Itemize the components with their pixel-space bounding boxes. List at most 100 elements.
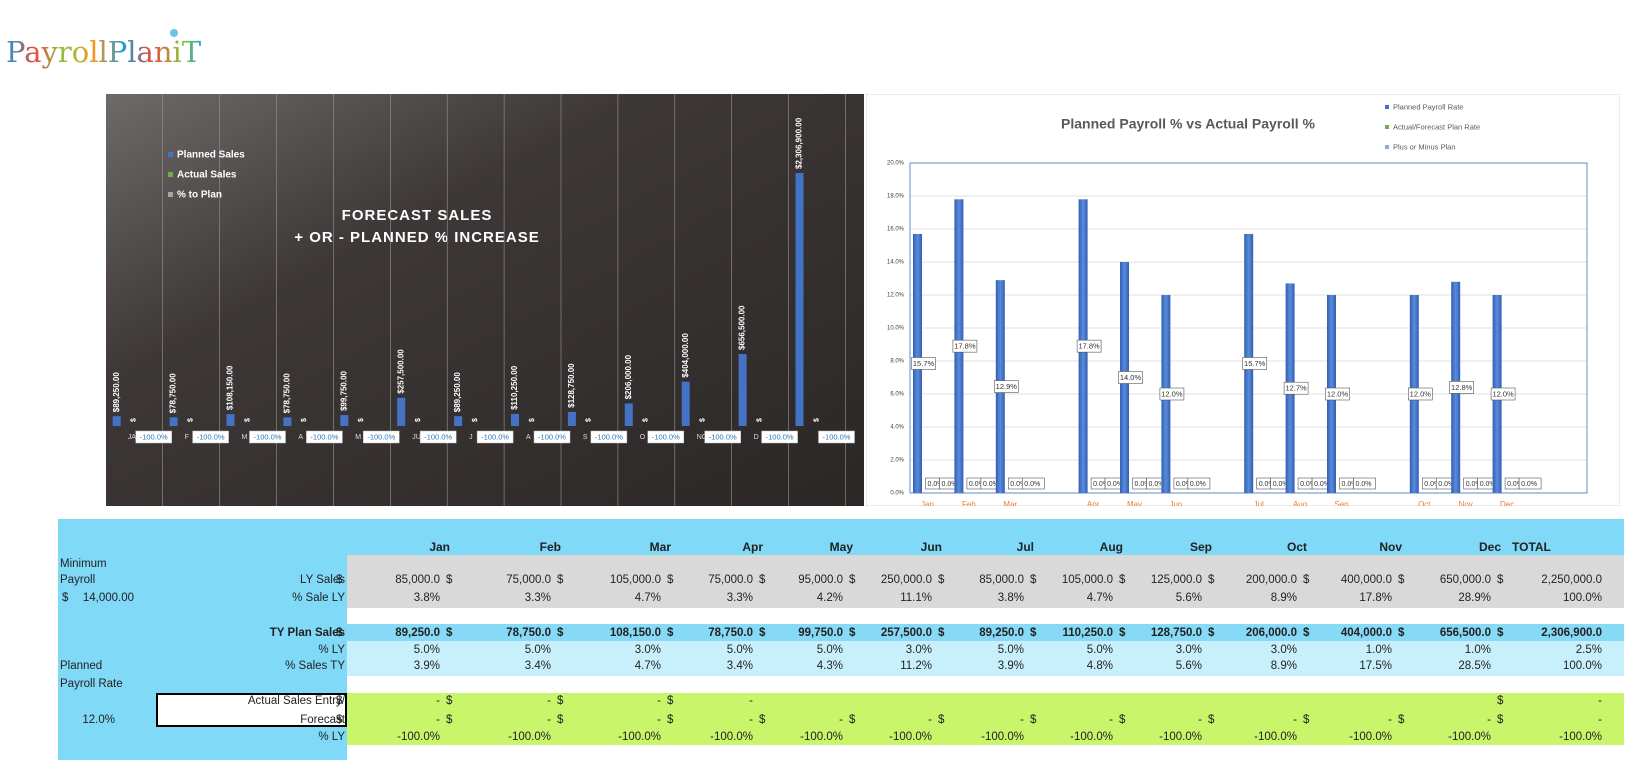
cell-value: -100.0% [508, 731, 551, 743]
cell-value: 17.5% [1359, 660, 1392, 672]
cell-value: 656,500.0 [1439, 627, 1491, 639]
data-label: 0.0% [1438, 481, 1454, 488]
data-label: 0.0% [942, 481, 958, 488]
cell-value: 4.2% [816, 592, 843, 604]
currency-symbol: $ [938, 574, 945, 586]
currency-symbol: $ [336, 574, 343, 586]
cell-value: -100.0% [1559, 731, 1602, 743]
label-box [994, 380, 1019, 393]
currency-symbol: $ [557, 574, 564, 586]
data-label: -100.0% [310, 432, 338, 441]
cell-value: - [749, 714, 753, 726]
row-label: % LY [318, 731, 345, 743]
y-tick-label: 12.0% [887, 293, 905, 299]
data-label: $78,750.00 [283, 373, 292, 414]
currency-symbol: $ [557, 627, 564, 639]
cell-value: 89,250.0 [979, 627, 1024, 639]
currency-symbol: $ [446, 627, 453, 639]
cell-value: 95,000.0 [798, 574, 843, 586]
data-label: 0.0% [1093, 481, 1109, 488]
cell-value: -100.0% [710, 731, 753, 743]
currency-symbol: $ [336, 695, 343, 707]
gap-band [347, 676, 1624, 693]
data-label: $ [700, 418, 707, 422]
side-label: Planned [60, 660, 103, 672]
cell-value: - [1388, 714, 1392, 726]
data-label: 17.8% [1078, 342, 1100, 351]
x-tick-label: Apr [1087, 500, 1100, 506]
data-label: 0.0% [1466, 481, 1482, 488]
cell-value: -100.0% [1448, 731, 1491, 743]
percent-box [476, 430, 514, 444]
column-header: Nov [1379, 540, 1402, 554]
currency-symbol: $ [667, 714, 674, 726]
row-label: Forecast [300, 714, 345, 726]
data-label: 0.0% [1010, 481, 1026, 488]
column-header: Jun [920, 540, 942, 554]
cell-value: 3.4% [726, 660, 753, 672]
cell-value: 11.1% [900, 592, 932, 604]
percent-box [306, 430, 343, 444]
data-label: $257,500.00 [396, 349, 405, 394]
label-box [1407, 387, 1433, 401]
cell-value: -100.0% [800, 731, 843, 743]
row-label: % Sales TY [285, 660, 345, 672]
y-tick-label: 4.0% [890, 425, 904, 431]
x-tick-label: Sep [1334, 500, 1349, 506]
currency-symbol: $ [1398, 714, 1405, 726]
data-label: 0.0% [1176, 481, 1192, 488]
label-box [952, 339, 978, 353]
cell-value: 3.8% [997, 592, 1024, 604]
currency-symbol: $ [1030, 574, 1037, 586]
logo: PayrollPlaniT [6, 29, 202, 69]
label-box [1490, 387, 1516, 401]
currency-symbol: $ [1303, 574, 1310, 586]
column-header: May [829, 540, 853, 554]
data-label: 12.0% [1492, 389, 1514, 398]
data-label: 0.0% [1149, 481, 1165, 488]
currency-symbol: $ [1497, 695, 1504, 707]
data-label: 0.0% [1259, 481, 1275, 488]
cell-value: 3.3% [524, 592, 551, 604]
label-box [1283, 381, 1309, 395]
data-label: $ [187, 418, 194, 422]
legend-swatch [1385, 125, 1389, 129]
row-label: % LY [318, 644, 345, 656]
logo-dot [170, 29, 178, 37]
percent-box [363, 430, 400, 444]
cell-value: - [657, 695, 661, 707]
data-label: -100.0% [823, 432, 851, 441]
currency-symbol: $ [336, 714, 343, 726]
cell-value: - [657, 714, 661, 726]
legend-swatch [168, 172, 173, 177]
bar [112, 416, 121, 426]
label-box [1118, 371, 1143, 384]
cell-value: 5.0% [413, 644, 440, 656]
y-tick-label: 18.0% [887, 194, 905, 200]
bar [738, 354, 747, 426]
entry-box [156, 693, 347, 727]
currency-symbol: $ [1497, 627, 1504, 639]
cell-value: 28.9% [1458, 592, 1491, 604]
column-header: Apr [742, 540, 763, 554]
x-tick-label: M [242, 434, 248, 441]
cell-value: 4.7% [1086, 592, 1113, 604]
column-header: Jul [1016, 540, 1034, 554]
side-value: 14,000.00 [82, 592, 134, 604]
row-label: Actual Sales Entry/ [247, 695, 345, 707]
currency-symbol: $ [849, 574, 856, 586]
legend-label: Planned Sales [177, 150, 245, 161]
cell-value: 4.3% [816, 660, 843, 672]
currency-symbol: $ [667, 574, 674, 586]
cell-value: 28.5% [1458, 660, 1491, 672]
x-tick-label: J [469, 434, 473, 441]
cell-value: - [1109, 714, 1113, 726]
data-label: 0.0% [1273, 481, 1289, 488]
x-tick-label: Mar [1003, 500, 1017, 506]
data-label: -100.0% [197, 432, 225, 441]
payroll-chart: Planned Payroll % vs Actual Payroll % 0.… [866, 94, 1620, 506]
cell-value: -100.0% [618, 731, 661, 743]
cell-value: - [547, 714, 551, 726]
data-label: 0.0% [1190, 481, 1206, 488]
cell-value: 85,000.0 [395, 574, 440, 586]
